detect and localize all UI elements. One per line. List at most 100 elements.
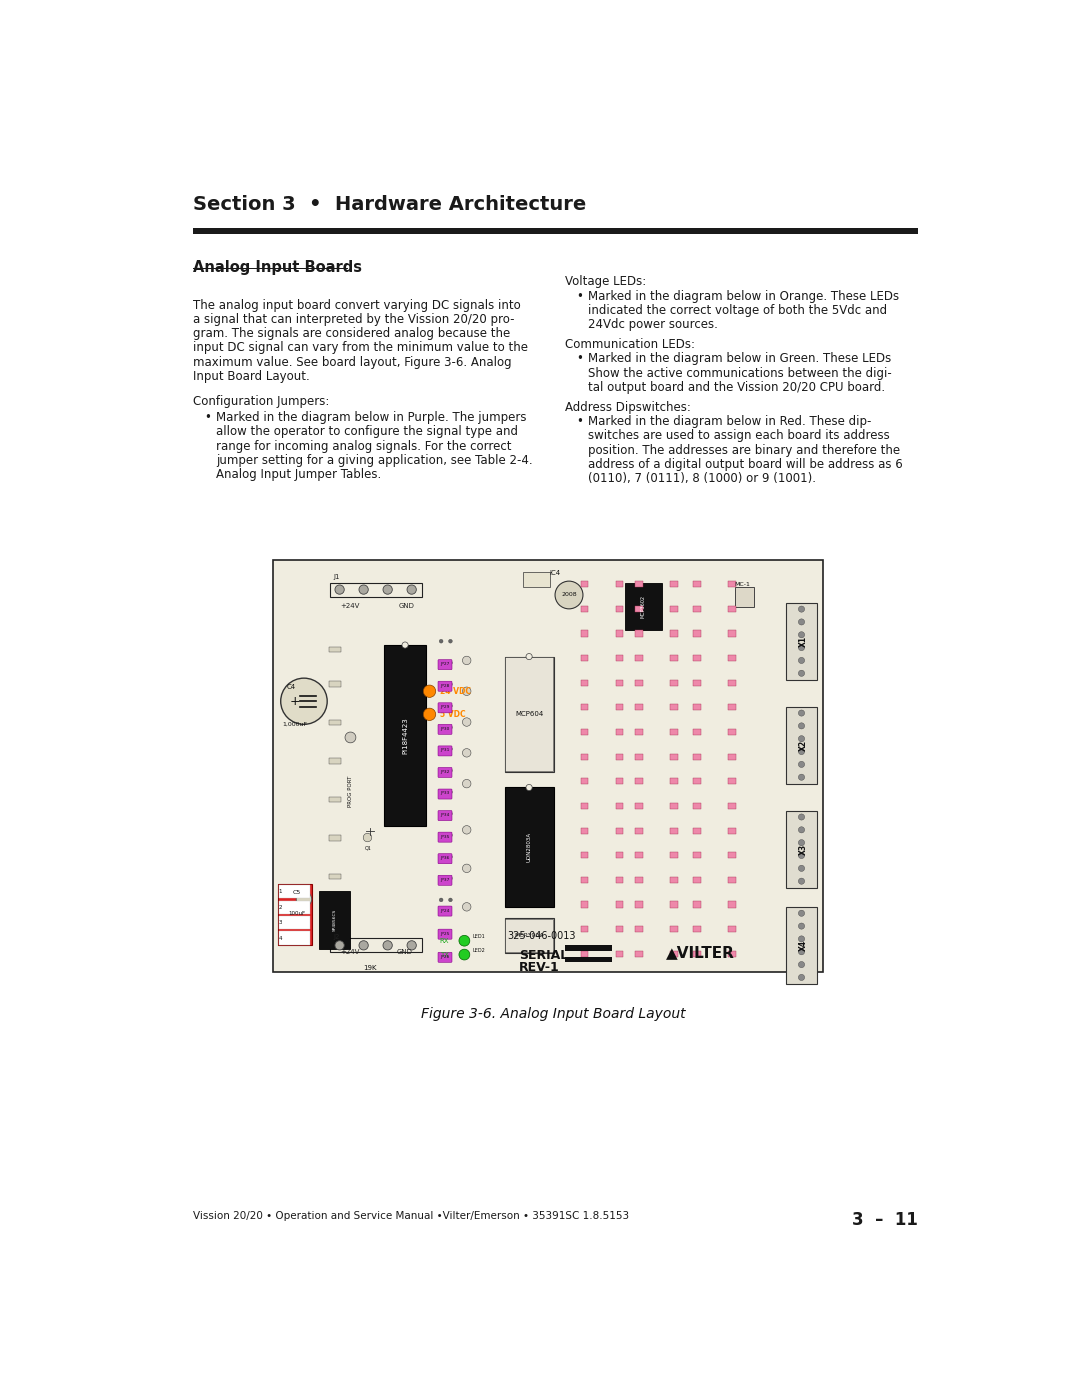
Circle shape (798, 879, 805, 884)
Bar (670, 655, 677, 661)
Circle shape (462, 902, 471, 911)
Bar (693, 803, 701, 809)
Bar (670, 877, 677, 883)
Bar (670, 630, 677, 637)
Bar (504, 918, 554, 953)
Circle shape (345, 732, 356, 743)
Text: Address Dipswitches:: Address Dipswitches: (565, 401, 691, 414)
Text: •: • (577, 415, 583, 427)
Bar (728, 951, 735, 957)
FancyBboxPatch shape (438, 767, 451, 778)
Circle shape (448, 747, 453, 752)
Circle shape (798, 749, 805, 754)
Circle shape (462, 826, 471, 834)
Bar (693, 926, 701, 932)
Text: 1: 1 (279, 890, 282, 894)
Bar (581, 581, 589, 587)
Bar (693, 753, 701, 760)
Bar (279, 886, 310, 898)
Text: ▲VILTER: ▲VILTER (666, 946, 734, 960)
Text: JP33: JP33 (441, 792, 449, 795)
Bar (693, 581, 701, 587)
Text: •: • (577, 352, 583, 366)
Circle shape (281, 678, 327, 725)
Text: a signal that can interpreted by the Vission 20/20 pro-: a signal that can interpreted by the Vis… (193, 313, 515, 326)
Text: TX: TX (440, 951, 448, 957)
Bar (693, 704, 701, 711)
Bar (728, 630, 735, 637)
Bar (693, 778, 701, 784)
Circle shape (440, 768, 443, 773)
Bar (786, 907, 816, 983)
Bar (616, 704, 623, 711)
Circle shape (407, 585, 416, 594)
Bar (670, 827, 677, 834)
Circle shape (440, 640, 443, 643)
Circle shape (335, 585, 345, 594)
Bar (581, 951, 589, 957)
FancyBboxPatch shape (438, 746, 451, 756)
Circle shape (448, 725, 453, 729)
Circle shape (798, 840, 805, 845)
Text: LED1: LED1 (472, 935, 485, 939)
Circle shape (798, 658, 805, 664)
Text: maximum value. See board layout, Figure 3-6. Analog: maximum value. See board layout, Figure … (193, 355, 512, 369)
Text: jumper setting for a giving application, see Table 2-4.: jumper setting for a giving application,… (216, 454, 534, 467)
Circle shape (798, 974, 805, 981)
Bar (616, 852, 623, 858)
Bar (670, 778, 677, 784)
FancyBboxPatch shape (438, 725, 451, 735)
Bar (670, 729, 677, 735)
Circle shape (448, 812, 453, 816)
Bar (330, 583, 422, 597)
Bar (670, 581, 677, 587)
Text: J2: J2 (334, 933, 340, 940)
Bar (670, 901, 677, 908)
Circle shape (798, 949, 805, 954)
FancyBboxPatch shape (438, 876, 451, 886)
Circle shape (798, 671, 805, 676)
Bar (786, 707, 816, 784)
Circle shape (440, 747, 443, 752)
Text: UDN2803A: UDN2803A (527, 833, 531, 862)
Text: MC-1: MC-1 (734, 581, 751, 587)
Bar (616, 753, 623, 760)
Bar (635, 581, 643, 587)
Circle shape (462, 718, 471, 726)
Text: REV-1: REV-1 (518, 961, 559, 974)
Text: 2008: 2008 (562, 592, 577, 598)
Text: C4: C4 (287, 683, 296, 690)
Circle shape (798, 736, 805, 742)
Circle shape (296, 891, 312, 907)
Bar (635, 606, 643, 612)
Bar (581, 827, 589, 834)
Bar (616, 877, 623, 883)
Text: JP32: JP32 (441, 770, 449, 774)
Text: JP31: JP31 (441, 749, 449, 753)
Text: (0110), 7 (0111), 8 (1000) or 9 (1001).: (0110), 7 (0111), 8 (1000) or 9 (1001). (589, 472, 816, 485)
Bar (616, 581, 623, 587)
Bar (670, 852, 677, 858)
Bar (635, 655, 643, 661)
Circle shape (462, 780, 471, 788)
Text: Show the active communications between the digi-: Show the active communications between t… (589, 366, 892, 380)
Text: 2: 2 (279, 905, 282, 909)
Circle shape (798, 722, 805, 729)
Bar (693, 852, 701, 858)
Text: JP25: JP25 (441, 932, 449, 936)
Text: JP28: JP28 (441, 683, 449, 687)
Bar (273, 560, 823, 972)
Text: MCP3602: MCP3602 (640, 595, 646, 617)
Bar (581, 901, 589, 908)
Circle shape (440, 812, 443, 816)
Bar (728, 827, 735, 834)
Bar (616, 606, 623, 612)
Bar (279, 901, 310, 914)
Circle shape (448, 791, 453, 793)
Circle shape (798, 814, 805, 820)
Circle shape (402, 643, 408, 648)
Bar (279, 916, 310, 929)
Bar (728, 901, 735, 908)
Text: Analog Input Jumper Tables.: Analog Input Jumper Tables. (216, 468, 381, 481)
Circle shape (798, 710, 805, 717)
